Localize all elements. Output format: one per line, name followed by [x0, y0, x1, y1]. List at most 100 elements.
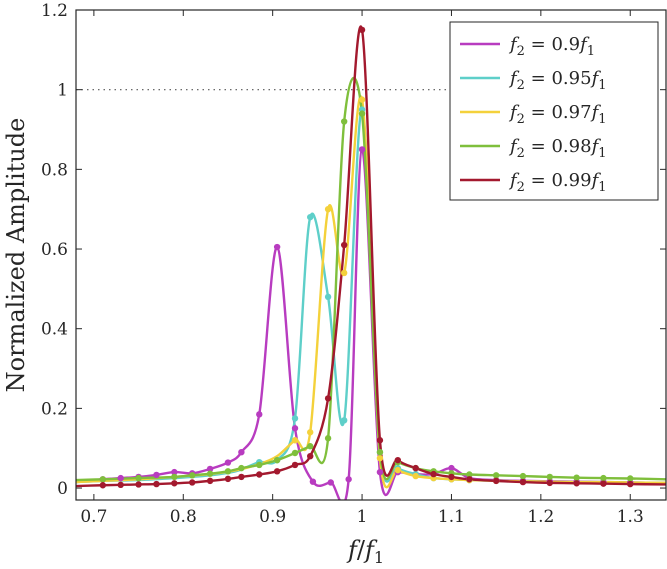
data-point: [324, 395, 332, 402]
data-point: [238, 473, 245, 481]
data-point: [153, 471, 160, 479]
x-tick-label: 1: [357, 507, 368, 527]
data-point: [430, 470, 437, 478]
data-point: [206, 477, 214, 485]
y-tick-label: 0.8: [41, 160, 68, 180]
data-point: [327, 479, 334, 486]
data-point: [99, 482, 107, 489]
data-point: [307, 213, 314, 221]
data-point: [307, 429, 314, 436]
x-tick-label: 1.1: [438, 507, 465, 527]
data-point: [324, 293, 332, 301]
data-point: [466, 471, 473, 478]
data-point: [238, 464, 245, 472]
x-axis-title: f/f1: [346, 536, 384, 567]
data-point: [358, 96, 366, 103]
data-point: [189, 479, 196, 486]
data-point: [492, 472, 500, 479]
data-point: [224, 475, 232, 483]
data-point: [376, 454, 384, 462]
data-point: [117, 474, 124, 482]
y-axis-title: Normalized Amplitude: [2, 118, 30, 393]
data-point: [600, 474, 607, 482]
data-point: [224, 459, 232, 466]
data-point: [206, 470, 214, 477]
data-point: [324, 205, 332, 213]
data-point: [546, 479, 553, 487]
data-point: [412, 472, 419, 480]
data-point: [358, 26, 366, 34]
data-point: [358, 146, 366, 153]
data-point: [189, 472, 196, 479]
data-point: [376, 437, 384, 444]
data-point: [224, 468, 232, 475]
data-point: [324, 435, 332, 442]
data-point: [600, 480, 607, 487]
data-point: [412, 464, 419, 472]
plot-frame: [75, 9, 667, 501]
data-point: [206, 465, 214, 473]
x-tick-label: 0.7: [80, 507, 107, 527]
legend-entry-label: f2 = 0.98f1: [508, 136, 607, 161]
y-tick-label: 0.2: [41, 399, 68, 419]
data-point: [466, 476, 473, 483]
data-point: [307, 443, 314, 450]
x-tick-label: 1.3: [617, 507, 644, 527]
data-point: [345, 476, 352, 483]
data-point: [291, 461, 299, 469]
data-point: [340, 241, 348, 249]
data-point: [394, 466, 402, 474]
data-point: [546, 473, 553, 481]
data-point: [340, 417, 348, 424]
data-point: [627, 475, 634, 482]
data-point: [99, 476, 107, 483]
data-point: [135, 474, 142, 482]
data-point: [340, 269, 348, 277]
data-point: [273, 468, 281, 475]
x-tick-label: 0.8: [170, 507, 197, 527]
data-point: [171, 480, 178, 487]
data-point: [394, 456, 402, 464]
data-point: [135, 481, 142, 488]
data-point: [256, 471, 263, 478]
data-point: [519, 472, 527, 480]
data-point: [291, 449, 299, 457]
data-point: [291, 425, 299, 432]
data-point: [256, 411, 263, 418]
data-point: [340, 118, 348, 125]
legend-entry-label: f2 = 0.95f1: [508, 68, 607, 93]
data-point: [448, 473, 455, 481]
data-point: [171, 468, 178, 476]
data-point: [153, 480, 160, 488]
data-point: [117, 481, 124, 489]
data-point: [376, 448, 384, 456]
data-point: [291, 437, 299, 444]
data-point: [309, 478, 317, 485]
x-tick-label: 1.2: [527, 507, 554, 527]
data-point: [273, 456, 281, 464]
data-point: [256, 461, 263, 469]
x-tick-label: 0.9: [259, 507, 286, 527]
data-point: [307, 452, 314, 460]
data-point: [573, 480, 580, 487]
data-point: [291, 415, 299, 422]
y-tick-label: 0.4: [41, 320, 68, 340]
y-tick-label: 1.2: [41, 1, 68, 21]
y-tick-label: 0.6: [41, 240, 68, 260]
y-tick-label: 1: [57, 81, 68, 101]
data-point: [519, 478, 527, 486]
data-point: [171, 473, 178, 481]
legend-entry-label: f2 = 0.9f1: [508, 34, 595, 59]
data-point: [273, 243, 281, 251]
data-point: [358, 110, 366, 117]
data-point: [448, 464, 455, 472]
data-point: [376, 468, 384, 476]
y-tick-label: 0: [57, 479, 68, 499]
series-line-4: [76, 25, 666, 488]
data-point: [492, 477, 500, 485]
data-point: [238, 448, 245, 456]
data-point: [627, 480, 634, 488]
data-point: [573, 474, 580, 481]
